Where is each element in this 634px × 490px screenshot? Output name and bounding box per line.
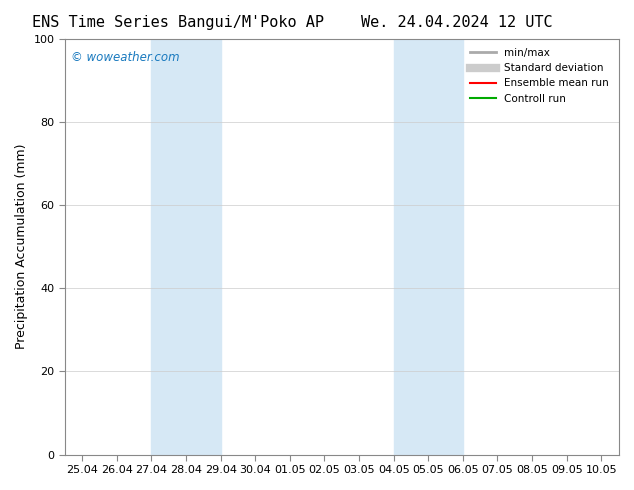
Y-axis label: Precipitation Accumulation (mm): Precipitation Accumulation (mm) xyxy=(15,144,28,349)
Text: © woweather.com: © woweather.com xyxy=(70,51,179,64)
Bar xyxy=(394,39,463,455)
Text: ENS Time Series Bangui/M'Poko AP: ENS Time Series Bangui/M'Poko AP xyxy=(32,15,323,30)
Bar xyxy=(152,39,221,455)
Legend: min/max, Standard deviation, Ensemble mean run, Controll run: min/max, Standard deviation, Ensemble me… xyxy=(466,44,613,108)
Text: We. 24.04.2024 12 UTC: We. 24.04.2024 12 UTC xyxy=(361,15,552,30)
